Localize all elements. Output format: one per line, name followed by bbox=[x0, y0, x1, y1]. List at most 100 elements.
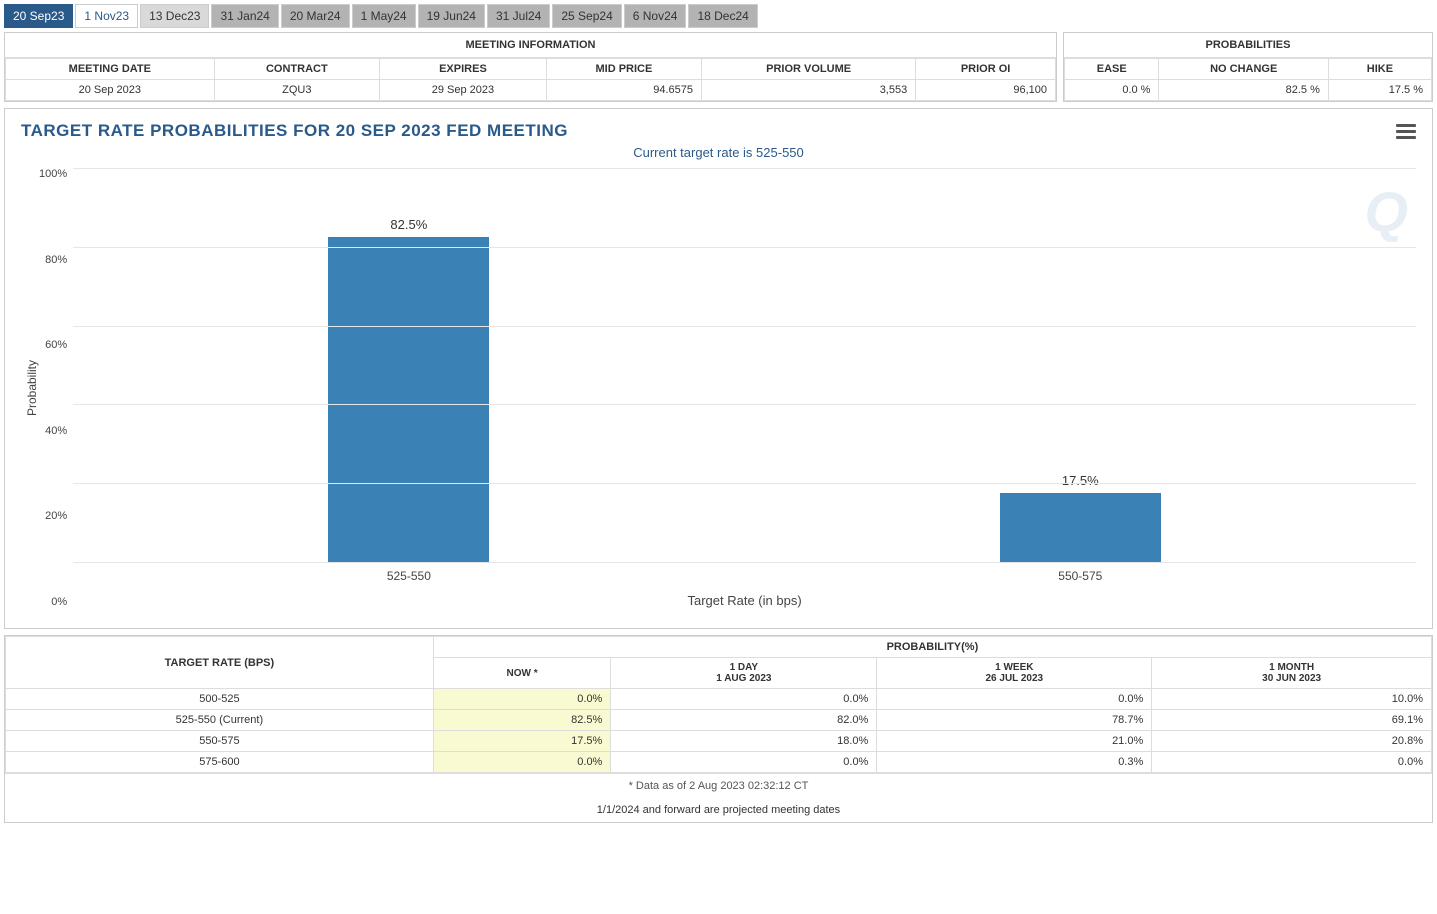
gridline bbox=[73, 483, 1416, 484]
bar-value-label: 82.5% bbox=[390, 217, 427, 232]
plot-wrap: 82.5% 17.5% 525-550550-575 Target Rate (i… bbox=[73, 168, 1416, 608]
y-axis-label: Probability bbox=[21, 360, 39, 416]
history-1week-cell: 21.0% bbox=[877, 731, 1152, 752]
history-1month-cell: 69.1% bbox=[1152, 710, 1432, 731]
contract-cell: ZQU3 bbox=[214, 80, 379, 101]
date-tabs: 20 Sep231 Nov2313 Dec2331 Jan2420 Mar241… bbox=[4, 4, 1433, 28]
probabilities-panel: PROBABILITIES EASENO CHANGEHIKE 0.0 % 82… bbox=[1063, 32, 1433, 102]
history-now-cell: 82.5% bbox=[433, 710, 611, 731]
x-axis-ticks: 525-550550-575 bbox=[73, 563, 1416, 583]
history-1month-cell: 20.8% bbox=[1152, 731, 1432, 752]
prob-col-header: HIKE bbox=[1328, 59, 1431, 80]
history-1day-cell: 0.0% bbox=[611, 689, 877, 710]
bar[interactable]: 82.5% bbox=[328, 237, 489, 562]
history-subheader: NOW * bbox=[433, 658, 611, 689]
probabilities-title: PROBABILITIES bbox=[1064, 33, 1432, 58]
history-rate-cell: 575-600 bbox=[6, 752, 434, 773]
chart-subtitle: Current target rate is 525-550 bbox=[21, 145, 1416, 160]
bar-slot: 17.5% bbox=[745, 168, 1416, 562]
gridline bbox=[73, 326, 1416, 327]
history-rate-cell: 525-550 (Current) bbox=[6, 710, 434, 731]
history-now-cell: 0.0% bbox=[433, 689, 611, 710]
chart-area: Probability 100% 80% 60% 40% 20% 0% 82.5% 17.5… bbox=[21, 168, 1416, 608]
history-1day-cell: 18.0% bbox=[611, 731, 877, 752]
gridline bbox=[73, 168, 1416, 169]
chart-bars: 82.5% 17.5% bbox=[73, 168, 1416, 562]
meeting-date-cell: 20 Sep 2023 bbox=[6, 80, 215, 101]
history-col-prob: PROBABILITY(%) bbox=[433, 637, 1431, 658]
bar[interactable]: 17.5% bbox=[1000, 493, 1161, 562]
history-row: 550-57517.5%18.0%21.0%20.8% bbox=[6, 731, 1432, 752]
history-1week-cell: 78.7% bbox=[877, 710, 1152, 731]
y-axis-ticks: 100% 80% 60% 40% 20% 0% bbox=[39, 168, 73, 608]
top-panels: MEETING INFORMATION MEETING DATECONTRACT… bbox=[4, 32, 1433, 102]
date-tab[interactable]: 20 Sep23 bbox=[4, 4, 73, 28]
chart-menu-icon[interactable] bbox=[1396, 121, 1416, 142]
meeting-col-header: MID PRICE bbox=[546, 59, 701, 80]
meeting-col-header: MEETING DATE bbox=[6, 59, 215, 80]
history-row: 500-5250.0%0.0%0.0%10.0% bbox=[6, 689, 1432, 710]
y-tick: 0% bbox=[51, 596, 67, 608]
history-subheader: 1 WEEK26 JUL 2023 bbox=[877, 658, 1152, 689]
meeting-info-table: MEETING DATECONTRACTEXPIRESMID PRICEPRIO… bbox=[5, 58, 1056, 101]
meeting-info-title: MEETING INFORMATION bbox=[5, 33, 1056, 58]
date-tab[interactable]: 20 Mar24 bbox=[281, 4, 350, 28]
date-tab[interactable]: 19 Jun24 bbox=[418, 4, 485, 28]
history-rate-cell: 550-575 bbox=[6, 731, 434, 752]
history-row: 575-6000.0%0.0%0.3%0.0% bbox=[6, 752, 1432, 773]
ease-cell: 0.0 % bbox=[1065, 80, 1159, 101]
date-tab[interactable]: 31 Jul24 bbox=[487, 4, 550, 28]
bar-value-label: 17.5% bbox=[1062, 473, 1099, 488]
projection-note: 1/1/2024 and forward are projected meeti… bbox=[5, 798, 1432, 822]
gridline bbox=[73, 562, 1416, 563]
history-col-rate: TARGET RATE (BPS) bbox=[6, 637, 434, 689]
history-subheader: 1 MONTH30 JUN 2023 bbox=[1152, 658, 1432, 689]
history-1week-cell: 0.3% bbox=[877, 752, 1152, 773]
expires-cell: 29 Sep 2023 bbox=[380, 80, 547, 101]
history-now-cell: 0.0% bbox=[433, 752, 611, 773]
history-footnote: * Data as of 2 Aug 2023 02:32:12 CT bbox=[5, 773, 1432, 798]
y-tick: 40% bbox=[45, 425, 67, 437]
hike-cell: 17.5 % bbox=[1328, 80, 1431, 101]
history-now-cell: 17.5% bbox=[433, 731, 611, 752]
gridline bbox=[73, 247, 1416, 248]
date-tab[interactable]: 1 May24 bbox=[352, 4, 416, 28]
gridline bbox=[73, 404, 1416, 405]
prior-volume-cell: 3,553 bbox=[702, 80, 916, 101]
no-change-cell: 82.5 % bbox=[1159, 80, 1328, 101]
mid-price-cell: 94.6575 bbox=[546, 80, 701, 101]
x-axis-label: Target Rate (in bps) bbox=[73, 583, 1416, 608]
y-tick: 100% bbox=[39, 168, 67, 180]
history-1day-cell: 0.0% bbox=[611, 752, 877, 773]
chart-panel: TARGET RATE PROBABILITIES FOR 20 SEP 202… bbox=[4, 108, 1433, 629]
meeting-col-header: PRIOR VOLUME bbox=[702, 59, 916, 80]
meeting-col-header: PRIOR OI bbox=[916, 59, 1056, 80]
chart-plot: 82.5% 17.5% bbox=[73, 168, 1416, 563]
x-tick: 525-550 bbox=[73, 569, 744, 583]
y-tick: 20% bbox=[45, 510, 67, 522]
bar-slot: 82.5% bbox=[73, 168, 744, 562]
x-tick: 550-575 bbox=[745, 569, 1416, 583]
history-rate-cell: 500-525 bbox=[6, 689, 434, 710]
history-row: 525-550 (Current)82.5%82.0%78.7%69.1% bbox=[6, 710, 1432, 731]
date-tab[interactable]: 18 Dec24 bbox=[688, 4, 757, 28]
date-tab[interactable]: 1 Nov23 bbox=[75, 4, 138, 28]
history-table: TARGET RATE (BPS) PROBABILITY(%) NOW *1 … bbox=[5, 636, 1432, 773]
history-1week-cell: 0.0% bbox=[877, 689, 1152, 710]
history-1day-cell: 82.0% bbox=[611, 710, 877, 731]
chart-title: TARGET RATE PROBABILITIES FOR 20 SEP 202… bbox=[21, 121, 1416, 141]
y-tick: 80% bbox=[45, 254, 67, 266]
meeting-info-panel: MEETING INFORMATION MEETING DATECONTRACT… bbox=[4, 32, 1057, 102]
date-tab[interactable]: 13 Dec23 bbox=[140, 4, 209, 28]
prob-col-header: EASE bbox=[1065, 59, 1159, 80]
prior-oi-cell: 96,100 bbox=[916, 80, 1056, 101]
y-tick: 60% bbox=[45, 339, 67, 351]
history-subheader: 1 DAY1 AUG 2023 bbox=[611, 658, 877, 689]
history-panel: TARGET RATE (BPS) PROBABILITY(%) NOW *1 … bbox=[4, 635, 1433, 823]
meeting-col-header: EXPIRES bbox=[380, 59, 547, 80]
date-tab[interactable]: 25 Sep24 bbox=[552, 4, 621, 28]
date-tab[interactable]: 6 Nov24 bbox=[624, 4, 687, 28]
meeting-col-header: CONTRACT bbox=[214, 59, 379, 80]
date-tab[interactable]: 31 Jan24 bbox=[211, 4, 278, 28]
history-1month-cell: 0.0% bbox=[1152, 752, 1432, 773]
